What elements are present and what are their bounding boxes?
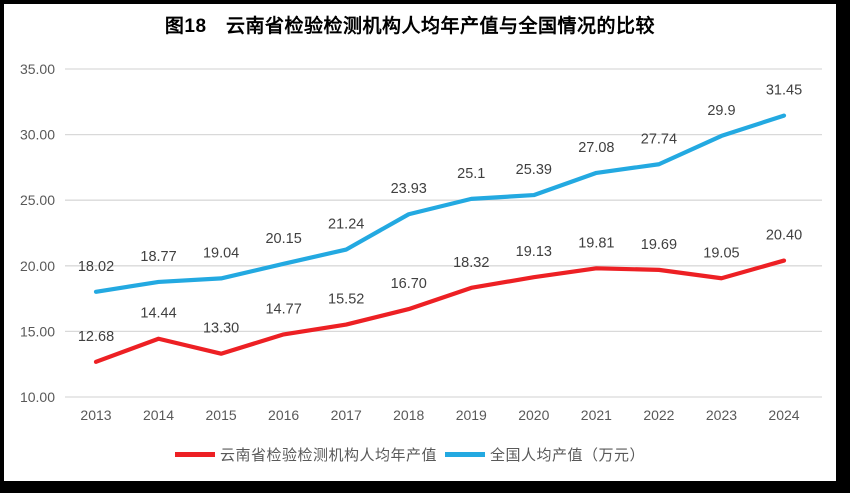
y-tick-label: 30.00 xyxy=(20,127,55,143)
legend-item-yunnan: 云南省检验检测机构人均年产值 xyxy=(174,444,437,465)
data-label-series-1: 25.39 xyxy=(516,162,552,178)
data-label-series-0: 19.81 xyxy=(578,235,614,251)
x-tick-label: 2014 xyxy=(143,407,174,423)
data-label-series-0: 20.40 xyxy=(766,228,802,244)
data-label-series-1: 29.9 xyxy=(707,103,735,119)
x-tick-label: 2021 xyxy=(581,407,612,423)
legend-label-yunnan: 云南省检验检测机构人均年产值 xyxy=(219,447,437,464)
data-label-series-1: 18.77 xyxy=(140,249,176,265)
legend-swatch-national-line xyxy=(445,452,485,457)
data-label-series-1: 19.04 xyxy=(203,245,239,261)
x-tick-label: 2019 xyxy=(456,407,487,423)
chart-title: 图18 云南省检验检测机构人均年产值与全国情况的比较 xyxy=(164,16,656,37)
data-label-series-0: 18.32 xyxy=(453,255,489,271)
data-label-series-1: 31.45 xyxy=(766,83,802,99)
data-label-series-1: 18.02 xyxy=(78,259,114,275)
data-label-series-0: 15.52 xyxy=(328,292,364,308)
data-label-series-0: 16.70 xyxy=(391,276,427,292)
y-tick-label: 20.00 xyxy=(20,258,55,274)
x-tick-label: 2018 xyxy=(393,407,424,423)
legend-swatch-yunnan-line xyxy=(174,452,215,457)
y-tick-label: 15.00 xyxy=(20,323,55,339)
data-label-series-0: 14.77 xyxy=(265,301,301,317)
x-tick-label: 2022 xyxy=(643,407,674,423)
data-label-series-0: 19.05 xyxy=(703,245,739,261)
x-tick-label: 2013 xyxy=(80,407,111,423)
data-label-series-1: 27.74 xyxy=(641,131,677,147)
y-tick-label: 10.00 xyxy=(20,389,55,405)
data-label-series-0: 14.44 xyxy=(140,306,176,322)
data-label-series-1: 25.1 xyxy=(457,166,485,182)
chart-legend: 云南省检验检测机构人均年产值 全国人均产值（万元） xyxy=(0,444,820,465)
series-line-1 xyxy=(93,113,787,294)
data-label-series-0: 19.13 xyxy=(516,244,552,260)
series-line-0 xyxy=(93,258,787,364)
data-label-series-0: 19.69 xyxy=(641,237,677,253)
x-tick-label: 2017 xyxy=(331,407,362,423)
x-tick-label: 2015 xyxy=(206,407,237,423)
data-label-series-0: 13.30 xyxy=(203,321,239,337)
data-label-series-1: 21.24 xyxy=(328,217,364,233)
data-label-series-0: 12.68 xyxy=(78,329,114,345)
data-label-series-1: 27.08 xyxy=(578,140,614,156)
x-tick-label: 2020 xyxy=(518,407,549,423)
data-label-series-1: 20.15 xyxy=(265,231,301,247)
x-tick-label: 2024 xyxy=(768,407,799,423)
y-tick-label: 35.00 xyxy=(20,61,55,77)
x-tick-label: 2016 xyxy=(268,407,299,423)
legend-item-national: 全国人均产值（万元） xyxy=(445,444,645,465)
chart-background xyxy=(4,4,836,481)
y-tick-label: 25.00 xyxy=(20,192,55,208)
data-label-series-1: 23.93 xyxy=(391,181,427,197)
x-tick-label: 2023 xyxy=(706,407,737,423)
legend-label-national: 全国人均产值（万元） xyxy=(490,447,646,464)
